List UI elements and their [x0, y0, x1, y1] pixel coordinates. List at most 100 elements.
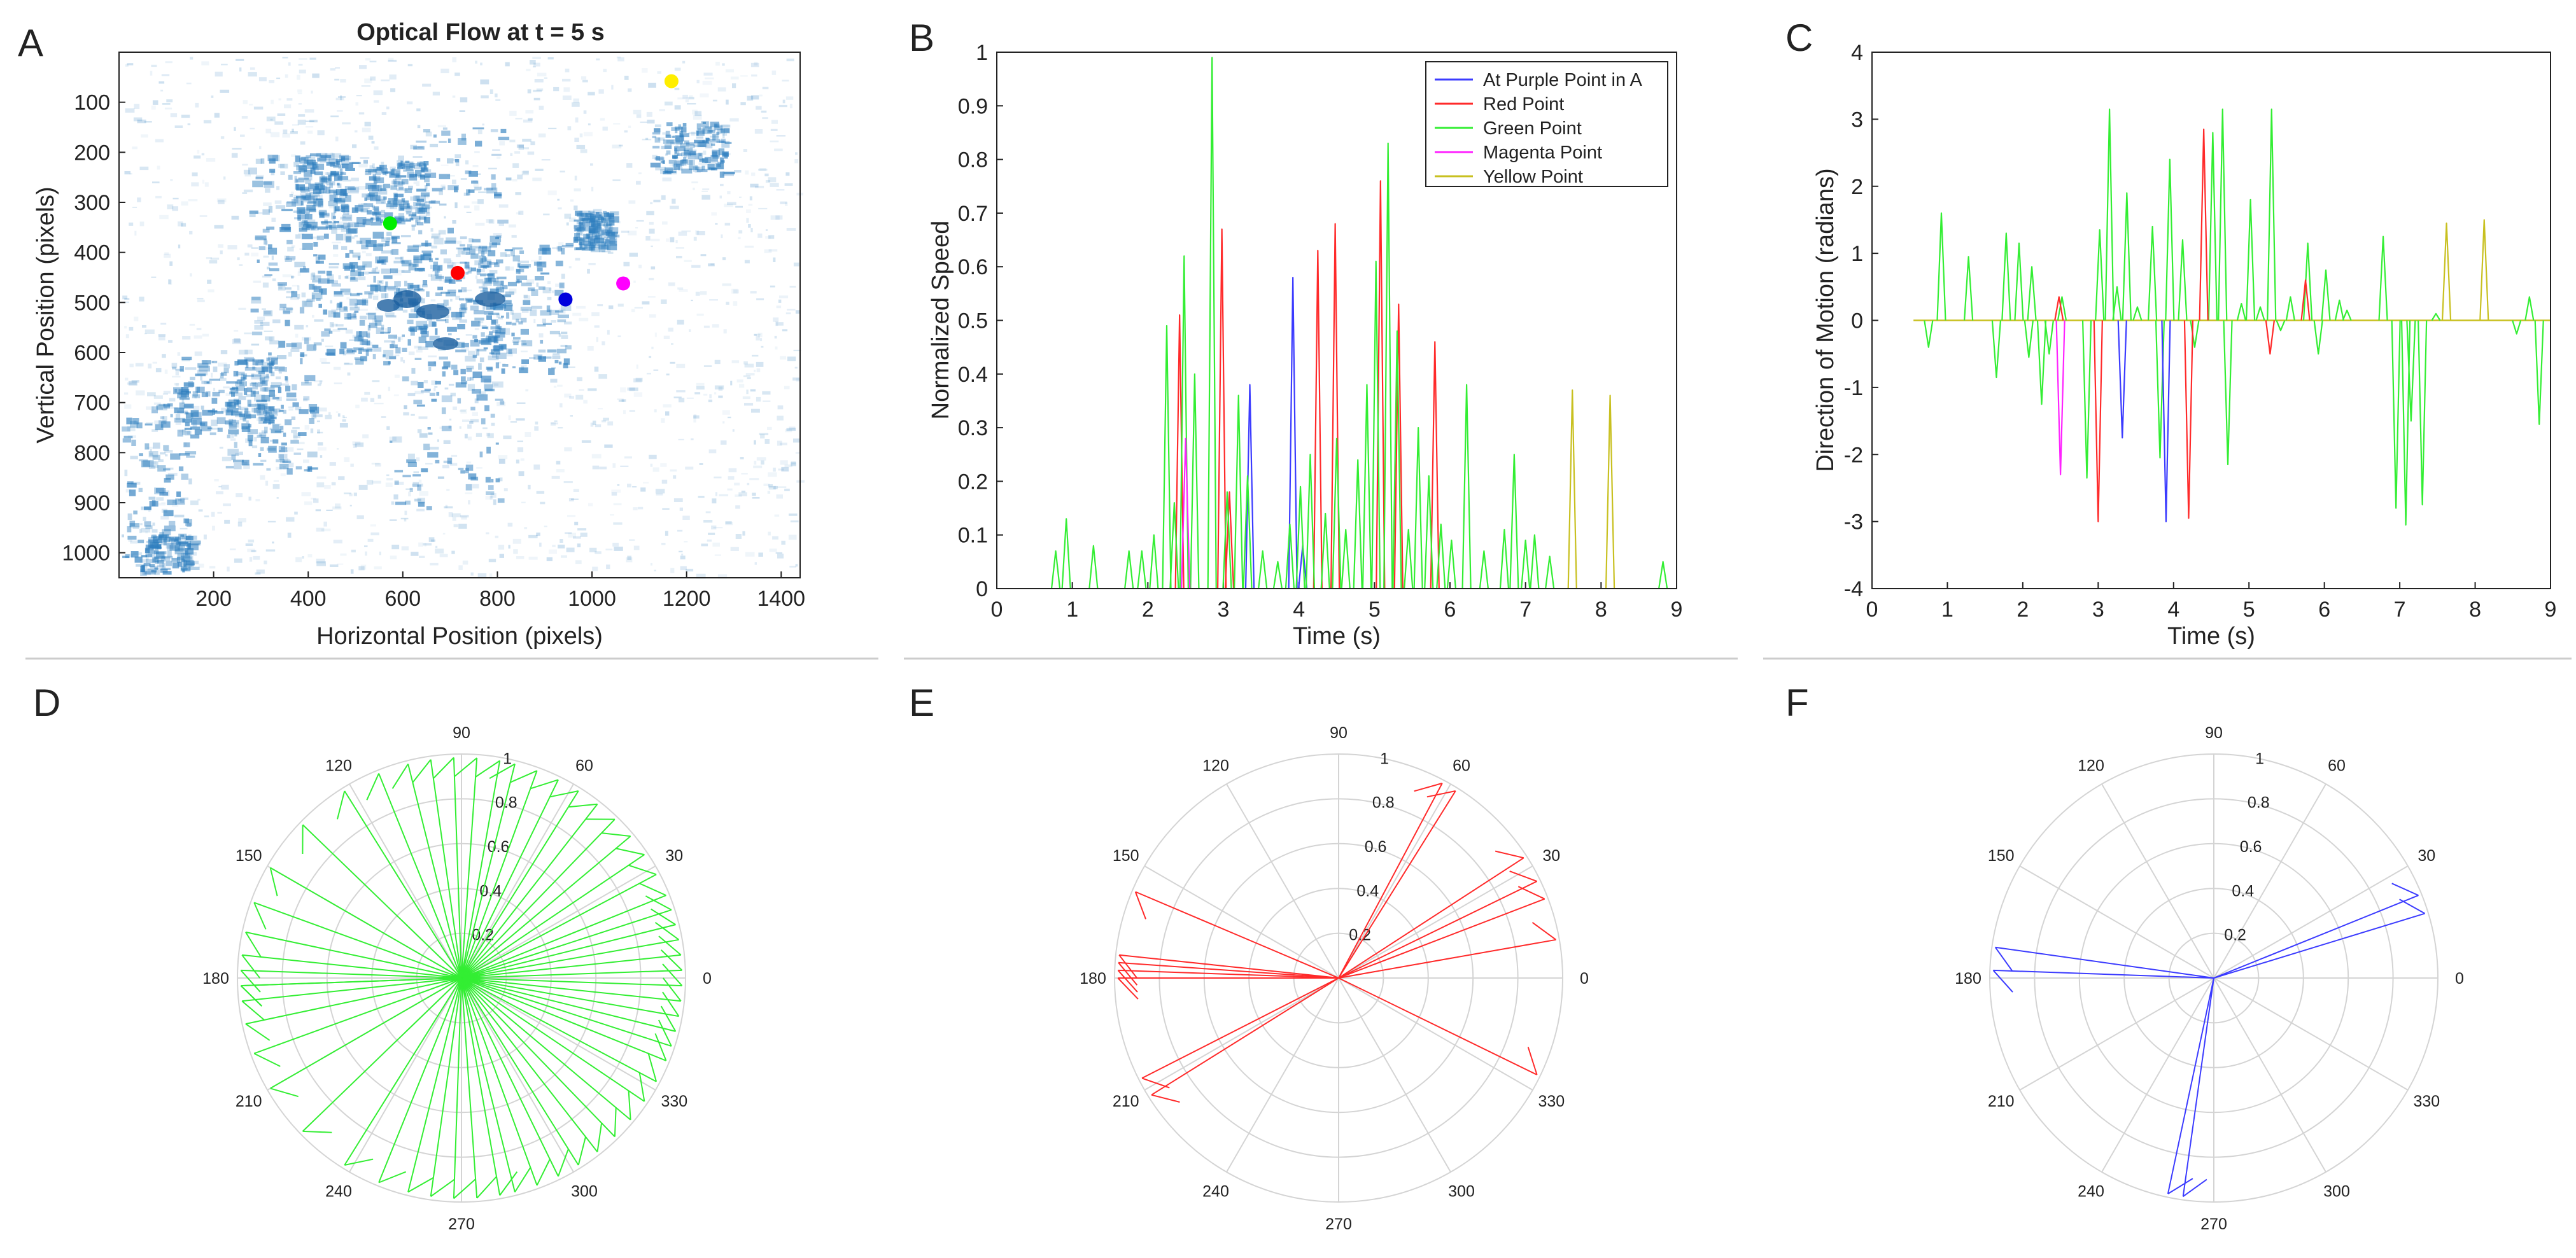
polar-spike-barb — [662, 991, 680, 1017]
flow-speckle — [564, 213, 572, 219]
flow-cluster-speckle — [161, 556, 173, 559]
flow-speckle — [201, 153, 205, 156]
panel-b-peak-green-point — [1222, 491, 1232, 589]
flow-cluster-speckle — [153, 442, 160, 449]
flow-speckle — [477, 573, 487, 578]
flow-speckle — [297, 89, 302, 93]
flow-cluster-speckle — [405, 166, 413, 171]
flow-speckle — [460, 409, 467, 414]
flow-cluster-speckle — [270, 409, 277, 415]
flow-speckle — [617, 304, 624, 307]
flow-cluster-speckle — [209, 432, 216, 435]
flow-speckle — [253, 556, 260, 560]
panel-b-peak-green-point — [1521, 540, 1531, 589]
flow-speckle — [257, 316, 265, 321]
panel-c-peak-green-point — [2178, 239, 2188, 321]
flow-cluster-speckle — [324, 328, 331, 332]
panel-c-peak-green-point — [2104, 108, 2115, 321]
flow-speckle — [512, 179, 517, 182]
flow-speckle — [271, 99, 274, 104]
flow-speckle — [505, 266, 510, 271]
flow-cluster-speckle — [337, 183, 340, 186]
flow-speckle — [523, 171, 529, 174]
flow-cluster-speckle — [232, 419, 236, 423]
flow-speckle — [777, 405, 784, 410]
flow-cluster-speckle — [317, 158, 320, 162]
flow-cluster-speckle — [330, 162, 339, 167]
panel-c-peak-green-point — [2400, 320, 2411, 526]
polar-spike — [344, 977, 462, 1166]
flow-cluster-speckle — [164, 478, 171, 483]
flow-cluster-speckle — [367, 195, 371, 200]
flow-cluster-speckle — [184, 403, 194, 409]
flow-speckle — [164, 108, 172, 109]
flow-cluster-speckle — [504, 305, 513, 311]
flow-cluster-speckle — [684, 140, 689, 144]
flow-cluster-speckle — [185, 548, 194, 555]
flow-speckle — [776, 305, 782, 309]
flow-speckle — [280, 473, 286, 477]
flow-cluster-speckle — [169, 536, 179, 542]
flow-cluster-speckle — [470, 339, 480, 347]
flow-speckle — [313, 380, 323, 382]
flow-cluster-speckle — [474, 310, 485, 314]
flow-cluster-speckle — [372, 354, 376, 360]
flow-speckle — [759, 338, 763, 342]
flow-speckle — [649, 314, 656, 318]
flow-cluster-speckle — [122, 556, 129, 559]
flow-speckle — [793, 262, 799, 267]
flow-speckle — [651, 266, 656, 270]
flow-speckle — [727, 191, 731, 195]
flow-speckle — [489, 270, 498, 274]
flow-speckle — [418, 289, 423, 291]
flow-speckle — [691, 438, 694, 440]
flow-speckle — [528, 556, 538, 560]
flow-speckle — [598, 89, 604, 94]
flow-speckle — [428, 355, 437, 358]
flow-cluster-speckle — [356, 331, 368, 337]
flow-cluster-speckle — [466, 368, 472, 372]
flow-cluster-speckle — [554, 360, 559, 363]
flow-speckle — [153, 461, 157, 464]
flow-cluster-speckle — [689, 144, 695, 148]
flow-cluster-speckle — [148, 465, 156, 469]
flow-cluster-speckle — [488, 250, 496, 256]
legend-label: At Purple Point in A — [1483, 70, 1643, 90]
flow-speckle — [400, 357, 404, 362]
flow-cluster-speckle — [443, 361, 451, 368]
flow-cluster-speckle — [574, 237, 584, 242]
flow-speckle — [197, 299, 205, 302]
flow-speckle — [428, 537, 435, 542]
panel-c-ytick-label: 2 — [1851, 175, 1863, 199]
flow-cluster-speckle — [707, 164, 715, 171]
flow-speckle — [588, 263, 596, 265]
flow-cluster-speckle — [328, 310, 336, 318]
flow-cluster-speckle — [417, 162, 426, 167]
flow-speckle — [222, 456, 232, 461]
flow-speckle — [330, 152, 334, 156]
polar-spike — [302, 977, 462, 1132]
flow-speckle — [278, 98, 281, 101]
flow-cluster-speckle — [548, 368, 555, 375]
flow-cluster-speckle — [381, 237, 390, 242]
flow-speckle — [280, 171, 285, 175]
flow-cluster-speckle — [333, 244, 339, 249]
flow-speckle — [654, 409, 657, 413]
polar-spike-barb — [638, 1072, 645, 1102]
flow-speckle — [762, 117, 768, 120]
flow-speckle — [493, 383, 499, 386]
flow-speckle — [241, 116, 248, 119]
flow-speckle — [451, 513, 461, 517]
flow-cluster-speckle — [341, 158, 349, 165]
flow-speckle — [588, 123, 591, 125]
flow-speckle — [574, 206, 578, 211]
flow-cluster-speckle — [330, 171, 340, 176]
flow-cluster-speckle — [307, 467, 318, 470]
flow-speckle — [358, 164, 368, 168]
flow-speckle — [676, 363, 686, 368]
flow-cluster-speckle — [302, 197, 311, 201]
flow-speckle — [652, 467, 659, 472]
flow-speckle — [314, 155, 323, 158]
flow-speckle — [655, 489, 665, 494]
flow-speckle — [139, 559, 148, 563]
